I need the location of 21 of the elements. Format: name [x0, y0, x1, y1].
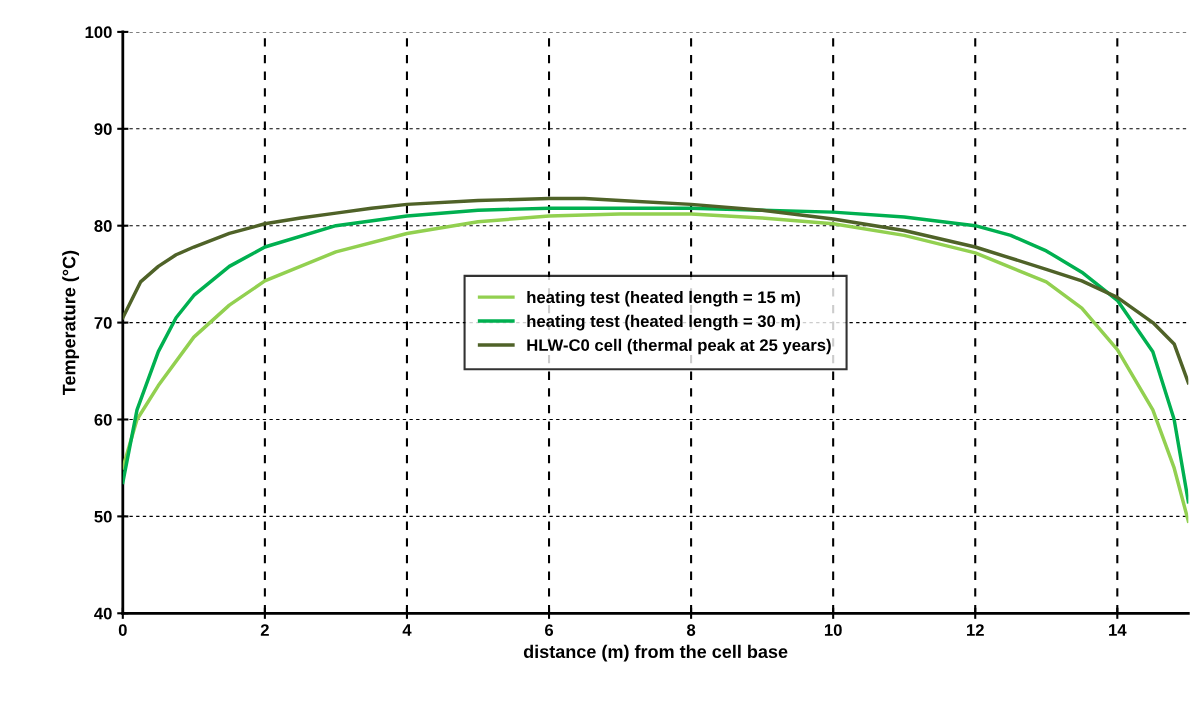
y-tick-label: 100: [85, 26, 112, 39]
x-tick-label: 10: [824, 624, 842, 636]
legend-label: HLW-C0 cell (thermal peak at 25 years): [527, 338, 831, 355]
y-tick-label: 70: [94, 317, 112, 329]
legend-label: heating test (heated length = 15 m): [527, 290, 800, 307]
y-axis-title: Temperature (°C): [62, 250, 80, 396]
x-tick-label: 0: [118, 624, 127, 636]
line-series: [122, 196, 1189, 385]
x-axis-title: distance (m) from the cell base: [523, 644, 788, 662]
y-tick-label: 80: [94, 220, 112, 232]
x-tick-label: 8: [686, 624, 696, 636]
x-tick-label: 2: [260, 624, 269, 636]
y-tick-label: 90: [94, 123, 112, 135]
x-tick-label: 14: [1109, 624, 1127, 636]
x-tick-label: 6: [545, 624, 554, 636]
y-tick-label: 50: [94, 510, 112, 523]
x-tick-label: 4: [402, 624, 412, 636]
y-tick-label: 40: [94, 607, 112, 620]
x-tick-label: 12: [967, 624, 984, 636]
y-tick-label: 60: [94, 413, 112, 426]
legend-label: heating test (heated length = 30 m): [527, 314, 800, 331]
